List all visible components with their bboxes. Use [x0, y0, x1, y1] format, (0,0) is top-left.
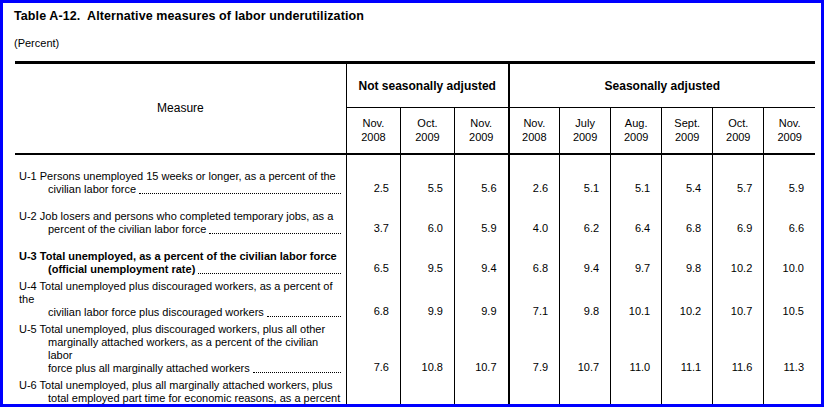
- value-cell: 6.0: [400, 200, 454, 240]
- table-row-u6: U-6 Total unemployed, plus all marginall…: [15, 379, 815, 407]
- column-header-nsa-nov-2009: Nov. 2009: [454, 108, 508, 154]
- value-cell: 6.5: [346, 240, 400, 280]
- value-cell: 9.5: [400, 240, 454, 280]
- page-title: Table A-12. Alternative measures of labo…: [14, 9, 821, 23]
- dotted-leader: [253, 362, 341, 373]
- measure-label-u4: U-4 Total unemployed plus discouraged wo…: [15, 280, 346, 323]
- group-header-row: Measure Not seasonally adjusted Seasonal…: [15, 63, 815, 108]
- value-cell: 16.3: [560, 379, 611, 407]
- labor-underutilization-table: Measure Not seasonally adjusted Seasonal…: [15, 61, 815, 407]
- column-header-nsa-oct-2009: Oct. 2009: [400, 108, 454, 154]
- value-cell: 3.7: [346, 200, 400, 240]
- value-cell: 10.5: [764, 280, 815, 323]
- value-cell: 16.4: [454, 379, 508, 407]
- value-cell: 10.8: [400, 323, 454, 379]
- measure-label-u1: U-1 Persons unemployed 15 weeks or longe…: [15, 154, 346, 200]
- value-cell: 17.0: [662, 379, 713, 407]
- value-cell: 9.9: [454, 280, 508, 323]
- value-cell: 17.2: [764, 379, 815, 407]
- measure-label-u5: U-5 Total unemployed, plus discouraged w…: [15, 323, 346, 379]
- value-cell: 10.7: [713, 280, 764, 323]
- measure-label-u6: U-6 Total unemployed, plus all marginall…: [15, 379, 346, 407]
- value-cell: 11.1: [662, 323, 713, 379]
- value-cell: 9.4: [454, 240, 508, 280]
- value-cell: 17.5: [713, 379, 764, 407]
- table-row-u1: U-1 Persons unemployed 15 weeks or longe…: [15, 154, 815, 200]
- value-cell: 6.8: [509, 240, 560, 280]
- value-cell: 5.9: [454, 200, 508, 240]
- value-cell: 2.6: [509, 154, 560, 200]
- value-cell: 2.5: [346, 154, 400, 200]
- value-cell: 6.8: [662, 200, 713, 240]
- value-cell: 9.8: [560, 280, 611, 323]
- value-cell: 10.7: [560, 323, 611, 379]
- dotted-leader: [198, 263, 341, 274]
- dotted-leader: [209, 223, 341, 234]
- value-cell: 11.6: [713, 323, 764, 379]
- measure-label-u2: U-2 Job losers and persons who completed…: [15, 200, 346, 240]
- table-a12-page: Table A-12. Alternative measures of labo…: [0, 0, 824, 407]
- value-cell: 10.0: [764, 240, 815, 280]
- table-row-u5: U-5 Total unemployed, plus discouraged w…: [15, 323, 815, 379]
- value-cell: 5.9: [764, 154, 815, 200]
- column-header-sa-sept-2009: Sept. 2009: [662, 108, 713, 154]
- dotted-leader: [139, 183, 341, 194]
- column-header-sa-july-2009: July 2009: [560, 108, 611, 154]
- value-cell: 6.8: [346, 280, 400, 323]
- column-header-nsa-nov-2008: Nov. 2008: [346, 108, 400, 154]
- measure-label-u3: U-3 Total unemployed, as a percent of th…: [15, 240, 346, 280]
- value-cell: 16.8: [611, 379, 662, 407]
- value-cell: 12.6: [509, 379, 560, 407]
- value-cell: 7.9: [509, 323, 560, 379]
- value-cell: 6.9: [713, 200, 764, 240]
- value-cell: 4.0: [509, 200, 560, 240]
- value-cell: 16.3: [400, 379, 454, 407]
- value-cell: 9.4: [560, 240, 611, 280]
- dotted-leader: [267, 306, 341, 317]
- value-cell: 10.7: [454, 323, 508, 379]
- value-cell: 9.7: [611, 240, 662, 280]
- value-cell: 7.6: [346, 323, 400, 379]
- column-header-sa-nov-2009: Nov. 2009: [764, 108, 815, 154]
- value-cell: 5.4: [662, 154, 713, 200]
- value-cell: 5.5: [400, 154, 454, 200]
- value-cell: 5.1: [611, 154, 662, 200]
- units-note: (Percent): [14, 37, 821, 49]
- value-cell: 6.6: [764, 200, 815, 240]
- value-cell: 5.6: [454, 154, 508, 200]
- column-header-sa-aug-2009: Aug. 2009: [611, 108, 662, 154]
- value-cell: 5.1: [560, 154, 611, 200]
- value-cell: 10.2: [662, 280, 713, 323]
- column-header-sa-nov-2008: Nov. 2008: [509, 108, 560, 154]
- column-header-sa-oct-2009: Oct. 2009: [713, 108, 764, 154]
- group-header-not-seasonally-adjusted: Not seasonally adjusted: [346, 63, 508, 108]
- group-header-seasonally-adjusted: Seasonally adjusted: [509, 63, 815, 108]
- value-cell: 7.1: [509, 280, 560, 323]
- table-row-u3: U-3 Total unemployed, as a percent of th…: [15, 240, 815, 280]
- value-cell: 11.3: [764, 323, 815, 379]
- value-cell: 11.0: [611, 323, 662, 379]
- value-cell: 5.7: [713, 154, 764, 200]
- table-row-u2: U-2 Job losers and persons who completed…: [15, 200, 815, 240]
- measure-column-header: Measure: [15, 63, 346, 154]
- value-cell: 12.2: [346, 379, 400, 407]
- value-cell: 6.4: [611, 200, 662, 240]
- value-cell: 10.2: [713, 240, 764, 280]
- value-cell: 6.2: [560, 200, 611, 240]
- value-cell: 9.8: [662, 240, 713, 280]
- value-cell: 9.9: [400, 280, 454, 323]
- table-row-u4: U-4 Total unemployed plus discouraged wo…: [15, 280, 815, 323]
- value-cell: 10.1: [611, 280, 662, 323]
